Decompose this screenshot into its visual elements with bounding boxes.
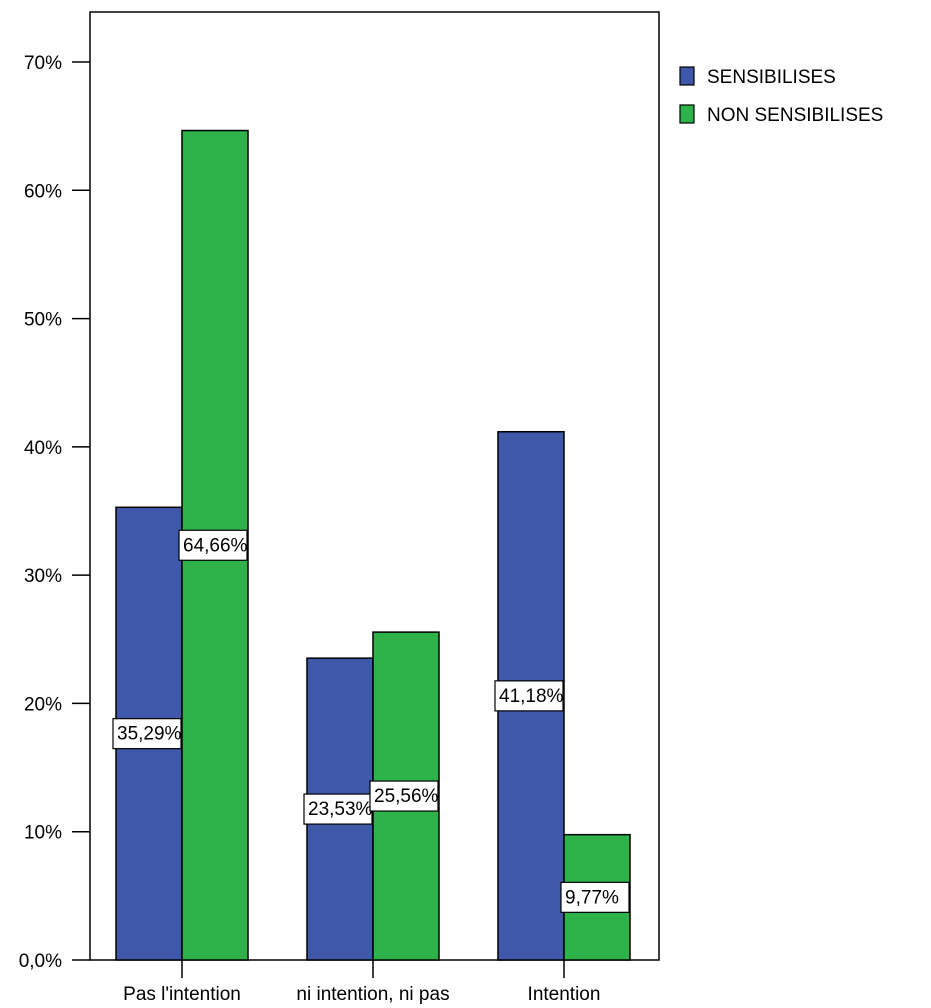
y-tick-label: 50% (24, 310, 62, 331)
legend-label: SENSIBILISES (707, 67, 836, 88)
legend-swatch (679, 66, 695, 86)
data-label: 9,77% (565, 887, 619, 908)
data-label: 23,53% (308, 799, 373, 820)
y-tick-label: 20% (24, 694, 62, 715)
data-label-box (112, 718, 182, 750)
legend-swatch (679, 104, 695, 124)
data-label-box (369, 780, 439, 812)
x-category-label: Intention (528, 984, 601, 1005)
legend-label: NON SENSIBILISES (707, 105, 883, 126)
y-tick-label: 10% (24, 823, 62, 844)
y-axis: 0,0% 10% 20% 30% 40% 50% 60% 70% (19, 53, 90, 972)
x-axis: Pas l'intention ni intention, ni pas Inten… (123, 960, 600, 1005)
y-tick-label: 70% (24, 53, 62, 74)
legend: SENSIBILISES NON SENSIBILISES (679, 66, 883, 126)
y-tick-label: 30% (24, 566, 62, 587)
data-label: 64,66% (183, 535, 248, 556)
data-labels: 35,29% 23,53% 41,18% 64,66% 25,56% 9,77% (112, 529, 630, 913)
y-tick-label: 60% (24, 181, 62, 202)
data-label-box (178, 529, 248, 561)
y-tick-label: 40% (24, 438, 62, 459)
y-tick-label: 0,0% (19, 951, 62, 972)
data-label: 35,29% (117, 724, 182, 745)
data-label: 25,56% (374, 786, 439, 807)
data-label-box (560, 881, 630, 913)
x-category-label: ni intention, ni pas (296, 984, 449, 1005)
x-category-label: Pas l'intention (123, 984, 241, 1005)
data-label: 41,18% (499, 686, 564, 707)
data-label-box (494, 680, 564, 712)
data-label-box (303, 793, 373, 825)
